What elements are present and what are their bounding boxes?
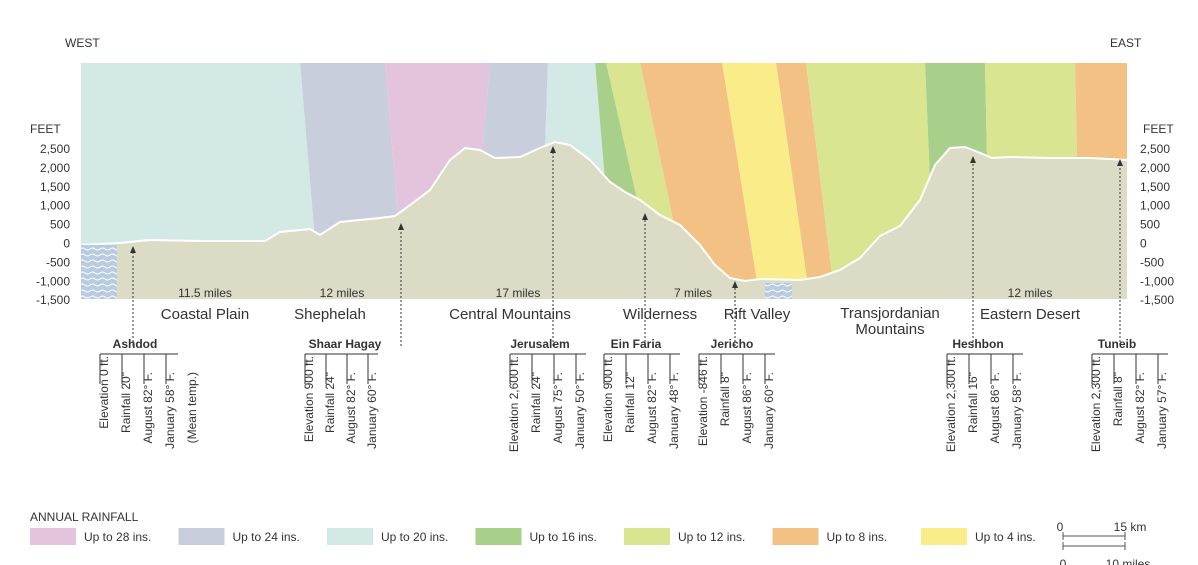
- cross-section: WEST EAST FEET FEET ANNUAL RAINFALL 0 15…: [0, 0, 1198, 565]
- y-tick-label: -500: [46, 255, 70, 269]
- region-name: Eastern Desert: [950, 307, 1110, 323]
- y-tick-label: 500: [1140, 218, 1160, 232]
- y-tick-label: -1,500: [36, 293, 70, 307]
- dead-sea: [765, 283, 792, 300]
- station-detail: Elevation -846 ft.: [696, 356, 710, 446]
- scale-label: 0: [1060, 557, 1067, 565]
- station-name: Heshbon: [952, 337, 1003, 351]
- station-detail: August 86° F.: [988, 372, 1002, 444]
- y-tick-label: 1,500: [1140, 180, 1170, 194]
- sea: [80, 245, 117, 300]
- y-tick-label: -1,000: [36, 274, 70, 288]
- station-detail: January 57° F.: [1155, 372, 1169, 449]
- y-tick-label: 0: [63, 237, 70, 251]
- y-tick-label: 2,000: [40, 161, 70, 175]
- station-detail: Elevation 2,300 ft.: [944, 356, 958, 452]
- region-name: Shephelah: [250, 307, 410, 323]
- station-detail: Rainfall 24": [529, 372, 543, 433]
- legend-label: Up to 16 ins.: [530, 530, 597, 544]
- station-detail: January 48° F.: [667, 372, 681, 449]
- legend-swatch: [476, 528, 522, 545]
- y-tick-label: 2,500: [1140, 142, 1170, 156]
- station-name: Ashdod: [113, 337, 158, 351]
- distance: 11.5 miles: [178, 286, 232, 300]
- scale-label: 10 miles: [1106, 557, 1151, 565]
- legend-label: Up to 28 ins.: [84, 530, 151, 544]
- station-detail: January 60° F.: [762, 372, 776, 449]
- y-tick-label: 2,500: [40, 142, 70, 156]
- station-detail: Rainfall 16": [966, 372, 980, 433]
- distance: 17 miles: [496, 286, 541, 300]
- y-tick-label: 1,000: [1140, 199, 1170, 213]
- station-detail: August 86° F.: [740, 372, 754, 444]
- legend-swatch: [921, 528, 967, 545]
- legend-swatch: [624, 528, 670, 545]
- y-tick-label: 0: [1140, 237, 1147, 251]
- scale-label: 15 km: [1114, 520, 1147, 534]
- legend-swatch: [30, 528, 76, 545]
- station-name: Jerusalem: [510, 337, 569, 351]
- station-detail: Rainfall 8": [1111, 372, 1125, 426]
- station-detail: Elevation 0 ft.: [97, 356, 111, 429]
- legend-label: Up to 4 ins.: [975, 530, 1036, 544]
- station-detail: August 82° F.: [645, 372, 659, 444]
- station-detail: January 58° F.: [163, 372, 177, 449]
- distance: 12 miles: [1008, 286, 1053, 300]
- legend-swatch: [327, 528, 373, 545]
- distance: 12 miles: [320, 286, 365, 300]
- y-tick-label: 500: [50, 218, 70, 232]
- station-detail: August 82° F.: [344, 372, 358, 444]
- y-tick-label: 1,500: [40, 180, 70, 194]
- station-detail: August 75° F.: [551, 372, 565, 444]
- station-detail: August 82° F.: [1133, 372, 1147, 444]
- diagram: WEST EAST FEET FEET ANNUAL RAINFALL 0 15…: [0, 0, 1198, 565]
- station-detail: Rainfall 24": [323, 372, 337, 433]
- y-tick-label: 1,000: [40, 199, 70, 213]
- axis-title: FEET: [1143, 122, 1174, 136]
- legend-label: Up to 24 ins.: [233, 530, 300, 544]
- station-detail: January 50° F.: [573, 372, 587, 449]
- station-detail: Rainfall 20": [119, 372, 133, 433]
- region-name: Central Mountains: [430, 307, 590, 323]
- legend-label: Up to 12 ins.: [678, 530, 745, 544]
- station-detail: August 82° F.: [141, 372, 155, 444]
- station-detail: Elevation 2,600 ft.: [507, 356, 521, 452]
- profile: [80, 62, 1128, 300]
- y-tick-label: -1,500: [1140, 293, 1174, 307]
- legend-swatch: [179, 528, 225, 545]
- station-detail: (Mean temp.): [185, 372, 199, 443]
- scale-label: 0: [1057, 520, 1064, 534]
- station-name: Tuneib: [1098, 337, 1136, 351]
- station-detail: Elevation 900 ft.: [601, 356, 615, 442]
- legend-title: ANNUAL RAINFALL: [30, 510, 139, 524]
- station-detail: Rainfall 8": [718, 372, 732, 426]
- region-name: Rift Valley: [677, 307, 837, 323]
- y-tick-label: 2,000: [1140, 161, 1170, 175]
- east-label: EAST: [1110, 36, 1142, 50]
- y-tick-label: -1,000: [1140, 274, 1174, 288]
- legend-label: Up to 20 ins.: [381, 530, 448, 544]
- station-detail: Elevation 900 ft.: [302, 356, 316, 442]
- scale-bar: [1063, 532, 1125, 550]
- legend-label: Up to 8 ins.: [827, 530, 888, 544]
- station-name: Shaar Hagay: [309, 337, 382, 351]
- y-tick-label: -500: [1140, 255, 1164, 269]
- distance: 7 miles: [674, 286, 712, 300]
- station-detail: January 58° F.: [1010, 372, 1024, 449]
- legend-swatch: [773, 528, 819, 545]
- station-detail: Elevation 2,300 ft.: [1089, 356, 1103, 452]
- region-name: Transjordanian Mountains: [830, 306, 950, 338]
- station-name: Ein Faria: [611, 337, 662, 351]
- station-detail: Rainfall 12": [623, 372, 637, 433]
- station-detail: January 60° F.: [365, 372, 379, 449]
- station-name: Jericho: [711, 337, 754, 351]
- axis-title: FEET: [30, 122, 61, 136]
- west-label: WEST: [65, 36, 100, 50]
